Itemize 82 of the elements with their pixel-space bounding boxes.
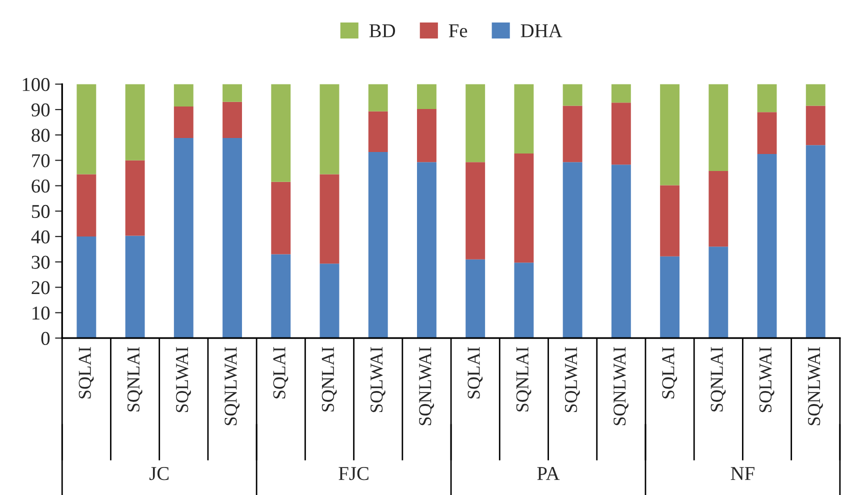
y-tick-label: 40 bbox=[31, 230, 50, 244]
x-tick-label: SQLWAI bbox=[176, 347, 191, 412]
x-tick-label: SQLWAI bbox=[759, 347, 774, 412]
bar bbox=[611, 164, 631, 338]
bar bbox=[271, 254, 291, 338]
bar bbox=[417, 109, 436, 162]
bar bbox=[271, 84, 291, 182]
bar bbox=[514, 84, 534, 154]
x-tick-label: SQLWAI bbox=[370, 347, 386, 412]
y-tick-label: 20 bbox=[32, 281, 50, 294]
bar bbox=[174, 138, 194, 338]
bar bbox=[466, 162, 486, 260]
bar bbox=[417, 84, 436, 110]
bar bbox=[320, 174, 340, 264]
x-tick-label: SQNLAI bbox=[516, 347, 532, 412]
bar bbox=[320, 264, 340, 338]
bar bbox=[368, 111, 388, 152]
bar bbox=[222, 84, 242, 102]
legend-label: BD bbox=[369, 24, 396, 38]
bar bbox=[222, 102, 242, 138]
bar bbox=[757, 154, 777, 338]
y-tick-label: 50 bbox=[32, 204, 50, 218]
bar bbox=[514, 262, 534, 338]
bar bbox=[708, 84, 728, 171]
bar bbox=[660, 185, 680, 256]
legend-label: Fe bbox=[448, 24, 468, 38]
bar bbox=[174, 106, 194, 138]
legend-label: DHA bbox=[520, 24, 562, 38]
y-tick-label: 80 bbox=[32, 128, 50, 142]
bar bbox=[660, 256, 680, 338]
bar bbox=[222, 138, 242, 338]
bar bbox=[514, 153, 534, 263]
y-tick-label: 30 bbox=[32, 256, 50, 269]
bar bbox=[757, 84, 777, 112]
bar bbox=[417, 162, 436, 338]
bar bbox=[562, 84, 582, 106]
bar bbox=[562, 106, 582, 162]
y-tick-label: 90 bbox=[32, 103, 50, 116]
bar bbox=[125, 84, 145, 160]
bar bbox=[757, 112, 777, 154]
text: FJC bbox=[338, 467, 368, 480]
x-tick-label: SQNLAI bbox=[322, 347, 337, 412]
bar bbox=[806, 106, 826, 146]
text: JC bbox=[149, 467, 169, 480]
bar bbox=[76, 174, 96, 237]
bar bbox=[466, 259, 486, 338]
bar bbox=[125, 236, 145, 338]
bar bbox=[660, 84, 680, 186]
x-tick-label: SQNLWAI bbox=[808, 347, 823, 426]
bar bbox=[708, 170, 728, 247]
bar bbox=[611, 84, 631, 103]
y-tick-label: 0 bbox=[41, 332, 50, 346]
x-tick-label: SQNLAI bbox=[127, 347, 142, 412]
x-tick-label: SQLAI bbox=[78, 347, 94, 398]
x-tick-label: SQNLAI bbox=[710, 347, 726, 412]
x-tick-label: SQNLWAI bbox=[224, 347, 240, 426]
bar bbox=[562, 162, 582, 338]
bar bbox=[611, 102, 631, 165]
bar bbox=[466, 84, 486, 162]
bar bbox=[76, 236, 96, 338]
y-tick-label: 100 bbox=[22, 78, 50, 92]
bar bbox=[320, 84, 340, 174]
bar bbox=[271, 182, 291, 254]
bar bbox=[368, 152, 388, 338]
text: NF bbox=[730, 467, 754, 480]
text: PA bbox=[537, 467, 560, 480]
x-tick-label: SQNLWAI bbox=[614, 347, 628, 426]
bar bbox=[76, 84, 96, 174]
bar bbox=[806, 145, 826, 338]
x-tick-label: SQNLWAI bbox=[419, 347, 434, 426]
x-tick-label: SQLAI bbox=[468, 347, 483, 398]
x-tick-label: SQLAI bbox=[273, 347, 288, 398]
y-tick-label: 60 bbox=[32, 180, 50, 193]
bar bbox=[708, 246, 728, 338]
bar bbox=[806, 84, 826, 106]
y-tick-label: 10 bbox=[32, 306, 50, 320]
bar bbox=[174, 84, 194, 106]
bar bbox=[125, 160, 145, 236]
x-tick-label: SQLWAI bbox=[564, 347, 580, 412]
x-tick-label: SQLAI bbox=[662, 347, 678, 398]
bar bbox=[368, 84, 388, 112]
y-tick-label: 70 bbox=[32, 154, 50, 168]
